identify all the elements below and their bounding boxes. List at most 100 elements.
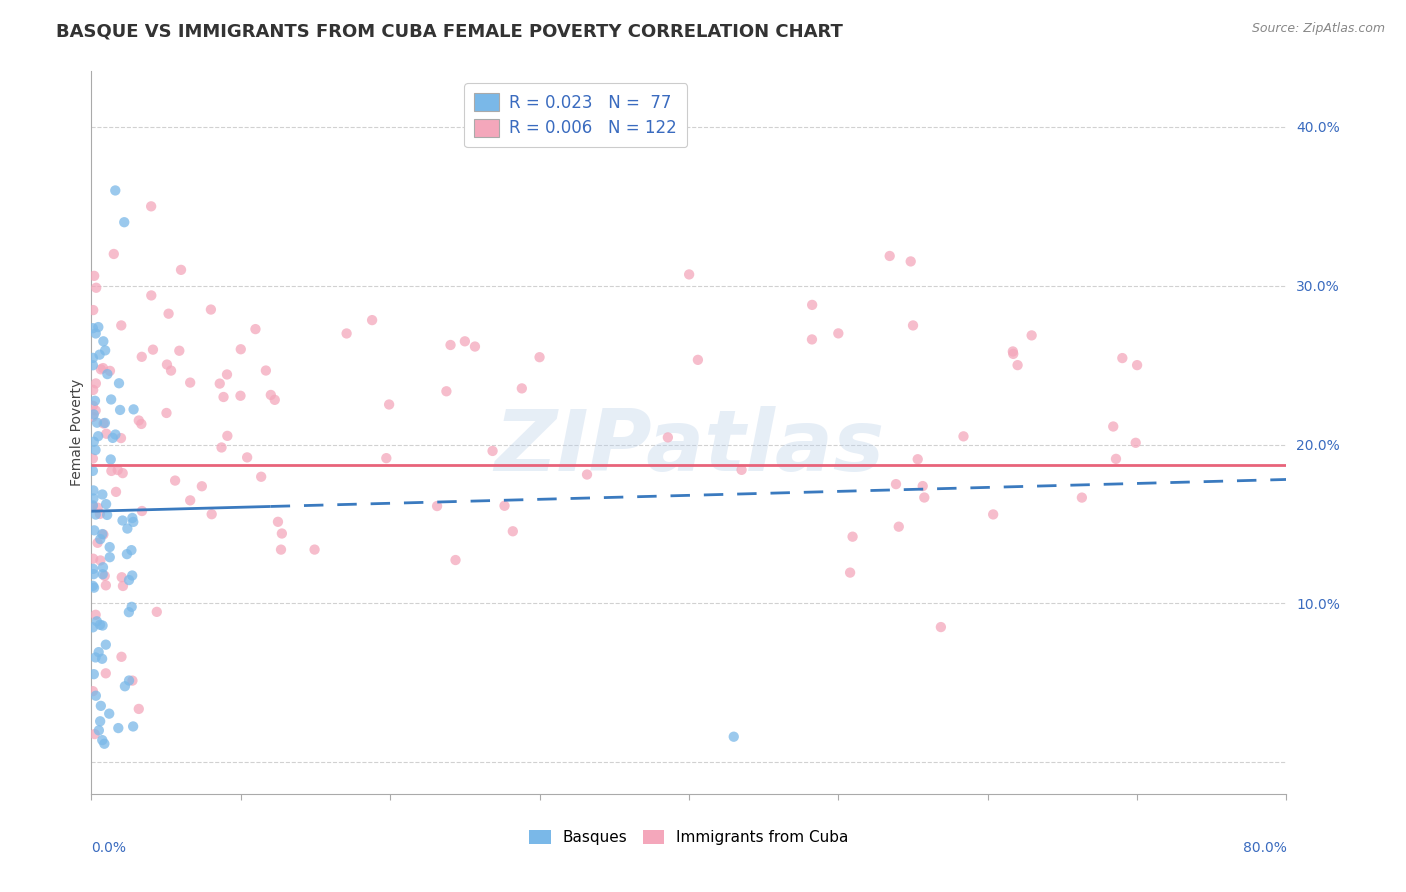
Point xyxy=(82,684,104,698)
Point xyxy=(141,199,163,213)
Point xyxy=(165,474,187,488)
Point xyxy=(93,334,115,349)
Point xyxy=(104,427,127,442)
Point xyxy=(1001,344,1024,359)
Point xyxy=(211,441,233,455)
Point xyxy=(111,570,134,584)
Point xyxy=(157,307,180,321)
Point xyxy=(91,733,114,747)
Point xyxy=(91,560,114,574)
Point xyxy=(84,607,107,622)
Point xyxy=(87,429,110,443)
Point xyxy=(91,567,114,582)
Point xyxy=(1070,491,1092,505)
Point xyxy=(131,504,153,518)
Point xyxy=(120,543,142,558)
Point xyxy=(170,263,193,277)
Point xyxy=(83,727,105,741)
Point xyxy=(801,298,824,312)
Point xyxy=(436,384,458,399)
Point xyxy=(82,321,104,335)
Point xyxy=(169,343,191,358)
Point xyxy=(141,288,163,302)
Point xyxy=(86,416,108,430)
Point xyxy=(100,392,122,407)
Point xyxy=(201,507,224,521)
Point xyxy=(94,666,117,681)
Point xyxy=(82,351,104,365)
Point xyxy=(83,434,105,449)
Point xyxy=(378,397,401,411)
Point xyxy=(529,350,551,364)
Point xyxy=(91,487,114,501)
Point xyxy=(82,500,104,514)
Point xyxy=(827,326,849,341)
Point xyxy=(191,479,214,493)
Point xyxy=(229,389,252,403)
Point xyxy=(156,358,179,372)
Point xyxy=(1126,358,1149,372)
Point xyxy=(110,431,132,445)
Legend: R = 0.023   N =  77, R = 0.006   N = 122: R = 0.023 N = 77, R = 0.006 N = 122 xyxy=(464,83,688,147)
Point xyxy=(93,737,115,751)
Point xyxy=(82,483,104,498)
Point xyxy=(263,392,285,407)
Point xyxy=(110,649,132,664)
Text: 80.0%: 80.0% xyxy=(1243,841,1286,855)
Point xyxy=(426,499,449,513)
Point xyxy=(118,673,141,688)
Point xyxy=(375,451,398,466)
Point xyxy=(89,532,111,546)
Point xyxy=(439,338,461,352)
Point xyxy=(146,605,169,619)
Point xyxy=(1007,358,1029,372)
Point xyxy=(83,268,105,283)
Point xyxy=(911,479,934,493)
Point xyxy=(107,463,129,477)
Point xyxy=(723,730,745,744)
Point xyxy=(841,530,863,544)
Point xyxy=(1021,328,1043,343)
Point xyxy=(98,540,121,554)
Point xyxy=(87,500,110,515)
Point xyxy=(212,390,235,404)
Point xyxy=(576,467,599,482)
Text: Source: ZipAtlas.com: Source: ZipAtlas.com xyxy=(1251,22,1385,36)
Point xyxy=(686,352,709,367)
Point xyxy=(208,376,231,391)
Point xyxy=(111,514,134,528)
Point xyxy=(215,368,238,382)
Point xyxy=(89,617,111,632)
Point xyxy=(96,426,118,441)
Point xyxy=(1111,351,1133,365)
Point xyxy=(510,381,533,395)
Point xyxy=(112,215,135,229)
Point xyxy=(89,348,111,362)
Point xyxy=(839,566,862,580)
Point xyxy=(912,491,935,505)
Point xyxy=(117,522,139,536)
Point xyxy=(87,645,110,659)
Point xyxy=(94,638,117,652)
Point xyxy=(100,464,122,478)
Point xyxy=(93,569,115,583)
Point xyxy=(91,618,114,632)
Y-axis label: Female Poverty: Female Poverty xyxy=(70,379,84,486)
Point xyxy=(122,515,145,529)
Point xyxy=(336,326,359,341)
Point xyxy=(1002,347,1025,361)
Text: ZIPatlas: ZIPatlas xyxy=(494,406,884,489)
Point xyxy=(121,599,143,614)
Point xyxy=(114,679,136,693)
Point xyxy=(128,702,150,716)
Point xyxy=(82,451,104,466)
Point xyxy=(86,536,108,550)
Point xyxy=(89,507,111,521)
Point xyxy=(122,719,145,733)
Point xyxy=(121,673,143,688)
Point xyxy=(901,318,924,333)
Point xyxy=(108,376,131,391)
Point xyxy=(94,416,117,430)
Point xyxy=(270,526,292,541)
Point xyxy=(86,615,108,629)
